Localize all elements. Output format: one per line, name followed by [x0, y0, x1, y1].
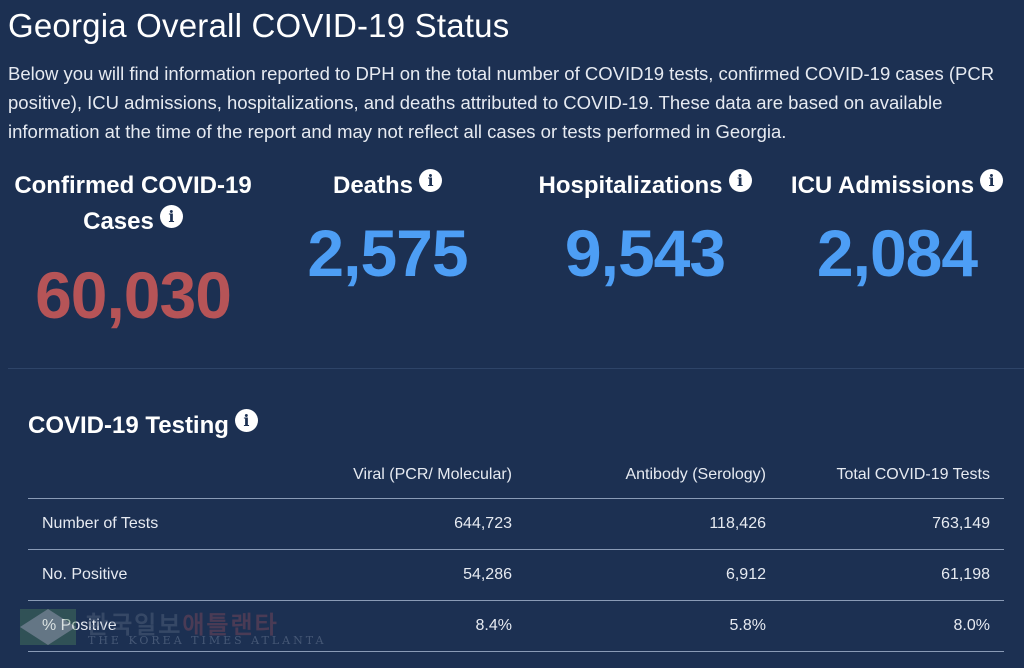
watermark-korean-main: 한국일보: [86, 611, 183, 639]
column-header-blank: [28, 452, 242, 499]
deaths-value: 2,575: [307, 216, 468, 290]
watermark-korean-city: 애틀랜타: [182, 611, 279, 639]
metric-hospitalizations: Hospitalizations i 9,543: [515, 168, 775, 288]
info-icon[interactable]: i: [980, 169, 1004, 192]
info-icon[interactable]: i: [419, 169, 443, 192]
korea-times-logo-icon: [20, 609, 76, 645]
hospitalizations-value: 9,543: [564, 216, 726, 290]
cell-viral: 644,723: [242, 498, 526, 550]
cell-total: 8.0%: [780, 600, 1004, 652]
metric-icu-admissions: ICU Admissions i 2,084: [782, 168, 1012, 288]
cell-viral: 8.4%: [242, 600, 526, 652]
metric-label-wrap: Deaths i: [290, 168, 485, 204]
cell-total: 61,198: [780, 549, 1004, 601]
row-label: Number of Tests: [28, 498, 242, 550]
korea-times-watermark: 한국일보애틀랜타 THE KOREA TIMES ATLANTA: [20, 607, 330, 647]
cases-value: 60,030: [35, 258, 232, 332]
metric-deaths: Deaths i 2,575: [290, 168, 485, 288]
section-divider: [8, 368, 1024, 369]
table-header-row: Viral (PCR/ Molecular) Antibody (Serolog…: [28, 452, 1004, 499]
metric-label: ICU Admissions: [790, 172, 975, 199]
metric-label: Deaths: [332, 172, 414, 199]
cell-antibody: 118,426: [526, 498, 780, 550]
testing-section-title: COVID-19 Testing i: [28, 406, 258, 446]
column-header-antibody: Antibody (Serology): [526, 452, 780, 499]
row-label: No. Positive: [28, 549, 242, 601]
testing-title-text: COVID-19 Testing: [28, 412, 229, 439]
table-row: Number of Tests 644,723 118,426 763,149: [28, 498, 1004, 550]
metric-label-line2-wrap: Cases i: [0, 204, 266, 240]
row-label: % Positive: [28, 600, 242, 652]
intro-paragraph: Below you will find information reported…: [8, 63, 995, 142]
metric-label: Hospitalizations: [538, 172, 723, 199]
metric-label-line1: Confirmed COVID-19: [14, 172, 252, 199]
table-row: % Positive 8.4% 5.8% 8.0%: [28, 600, 1004, 652]
metric-label: Confirmed COVID-19: [0, 168, 266, 204]
table-row: No. Positive 54,286 6,912 61,198: [28, 549, 1004, 601]
info-icon[interactable]: i: [159, 205, 183, 228]
page-title: Georgia Overall COVID-19 Status: [8, 7, 510, 44]
cell-total: 763,149: [780, 498, 1004, 550]
cell-antibody: 6,912: [526, 549, 780, 601]
cell-antibody: 5.8%: [526, 600, 780, 652]
testing-table: Viral (PCR/ Molecular) Antibody (Serolog…: [28, 452, 1004, 652]
metric-label-line2: Cases: [83, 208, 154, 235]
column-header-total: Total COVID-19 Tests: [780, 452, 1004, 499]
watermark-korean-text: 한국일보애틀랜타: [86, 605, 279, 640]
column-header-viral: Viral (PCR/ Molecular): [242, 452, 526, 499]
icu-value: 2,084: [816, 216, 978, 290]
info-icon[interactable]: i: [728, 169, 752, 192]
metric-label-wrap: ICU Admissions i: [782, 168, 1012, 204]
metric-label-wrap: Hospitalizations i: [515, 168, 775, 204]
watermark-english-text: THE KOREA TIMES ATLANTA: [88, 634, 327, 647]
cell-viral: 54,286: [242, 549, 526, 601]
info-icon[interactable]: i: [234, 409, 258, 432]
metric-confirmed-cases: Confirmed COVID-19 Cases i 60,030: [0, 168, 266, 330]
